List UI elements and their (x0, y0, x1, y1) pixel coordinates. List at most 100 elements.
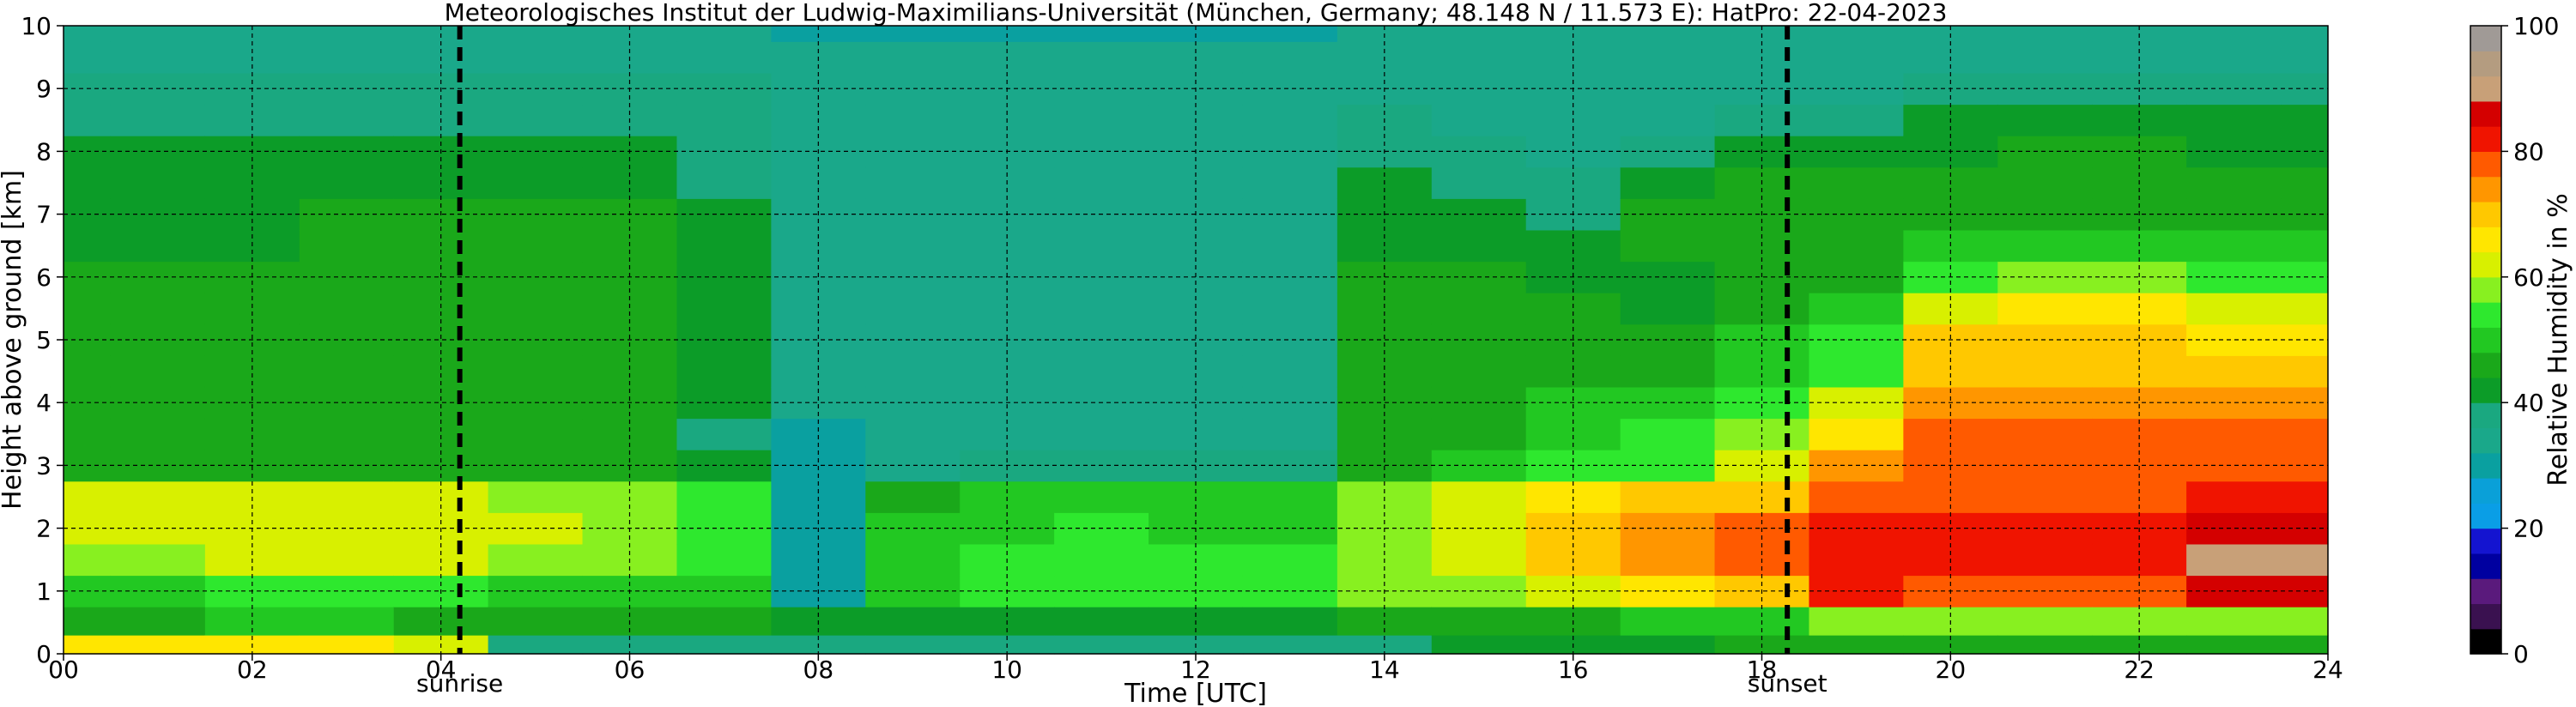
heatmap-cell (488, 41, 584, 74)
heatmap-cell (110, 166, 206, 199)
heatmap-cell (299, 355, 395, 388)
heatmap-cell (1054, 635, 1149, 655)
colorbar-segment (2470, 26, 2501, 51)
x-tick-label: 06 (615, 656, 646, 684)
heatmap-cell (1054, 293, 1149, 325)
x-tick-label: 16 (1558, 656, 1589, 684)
colorbar-segment (2470, 628, 2501, 655)
x-tick-label: 24 (2312, 656, 2343, 684)
y-tick-label: 8 (36, 137, 52, 166)
heatmap-cell (2186, 166, 2282, 199)
heatmap-cell (1242, 261, 1338, 293)
heatmap-cell (2281, 418, 2329, 450)
colorbar-label: Relative Humidity in % (2543, 193, 2573, 486)
colorbar-segment (2470, 452, 2501, 479)
heatmap-cell (110, 41, 206, 74)
heatmap-cell (2281, 293, 2329, 325)
heatmap-cell (110, 26, 206, 42)
heatmap-cell (1242, 635, 1338, 655)
heatmap-cell (1431, 293, 1527, 325)
colorbar-segment (2470, 478, 2501, 504)
heatmap-cell (299, 386, 395, 420)
colorbar-segment (2470, 251, 2501, 278)
heatmap-cell (1620, 136, 1716, 168)
heatmap-cell (1809, 293, 1904, 325)
heatmap-cell (1620, 323, 1716, 356)
heatmap-cell (299, 41, 395, 74)
heatmap-cell (488, 607, 584, 636)
heatmap-cell (676, 41, 772, 74)
heatmap-cell (64, 543, 112, 577)
heatmap-cell (865, 355, 961, 388)
heatmap-cell (1431, 166, 1527, 199)
heatmap-cell (1054, 418, 1149, 450)
heatmap-cell (1242, 512, 1338, 545)
heatmap-cell (1620, 355, 1716, 388)
heatmap-cell (1054, 166, 1149, 199)
heatmap-cell (1242, 72, 1338, 106)
x-tick-label: 02 (237, 656, 268, 684)
x-tick-label: 20 (1936, 656, 1967, 684)
heatmap-cell (2281, 355, 2329, 388)
heatmap-cell (488, 166, 584, 199)
heatmap-cell (488, 104, 584, 136)
heatmap-cell (1242, 607, 1338, 636)
colorbar-tick-label: 0 (2513, 640, 2529, 668)
heatmap-cell (1431, 229, 1527, 263)
heatmap-cell (110, 229, 206, 263)
heatmap-cell (1997, 480, 2093, 513)
x-tick-label: 22 (2124, 656, 2155, 684)
heatmap-cell (299, 229, 395, 263)
heatmap-cell (1620, 512, 1716, 545)
heatmap-cell (1054, 607, 1149, 636)
heatmap-cell (1431, 543, 1527, 577)
heatmap-cell (488, 355, 584, 388)
colorbar-ticks: 0 20 40 60 80 100 (2501, 12, 2559, 668)
heatmap-cell (1620, 607, 1716, 636)
heatmap-cell (299, 480, 395, 513)
colorbar-tick-label: 80 (2513, 137, 2544, 166)
heatmap-cell (1620, 26, 1716, 42)
colorbar-frame (2470, 25, 2502, 655)
heatmap-cell (110, 418, 206, 450)
heatmap-cell (1620, 72, 1716, 106)
colorbar-tick-label: 20 (2513, 515, 2544, 543)
heatmap-cell (1997, 41, 2093, 74)
heatmap-cell (1242, 198, 1338, 231)
y-axis-ticks: 0 1 2 3 4 5 6 7 8 9 10 (21, 12, 64, 668)
heatmap-cell (488, 635, 584, 655)
heatmap-cell (1242, 229, 1338, 263)
heatmap-cell (64, 355, 112, 388)
heatmap-cell (299, 136, 395, 168)
heatmap-cell (1242, 480, 1338, 513)
colorbar-segment (2470, 227, 2501, 253)
y-tick-label: 7 (36, 201, 52, 229)
colorbar-segment (2470, 427, 2501, 454)
x-tick-label: 00 (48, 656, 79, 684)
colorbar-segment (2470, 276, 2501, 303)
heatmap-cell (299, 543, 395, 577)
colorbar-segment (2470, 302, 2501, 328)
colorbar-segment (2470, 578, 2501, 605)
heatmap-cell (1620, 450, 1716, 482)
heatmap-cell (865, 104, 961, 136)
heatmap-cell (1620, 575, 1716, 607)
heatmap-cell (1620, 166, 1716, 199)
heatmap-cell (1809, 26, 1904, 42)
heatmap-cell (676, 480, 772, 513)
heatmap-cell (1620, 261, 1716, 293)
heatmap-cell (1809, 480, 1904, 513)
y-tick-label: 6 (36, 263, 52, 292)
heatmap-cell (865, 543, 961, 577)
heatmap-cell (2186, 607, 2282, 636)
heatmap-cell (865, 166, 961, 199)
heatmap-cell (1620, 480, 1716, 513)
heatmap-cell (1431, 418, 1527, 450)
sunset-label: sunset (1748, 669, 1827, 698)
plot-area: sunrise sunset (63, 25, 2329, 698)
heatmap-cell (2281, 229, 2329, 263)
heatmap-cell (488, 293, 584, 325)
heatmap-cell (676, 355, 772, 388)
heatmap-cell (1242, 166, 1338, 199)
